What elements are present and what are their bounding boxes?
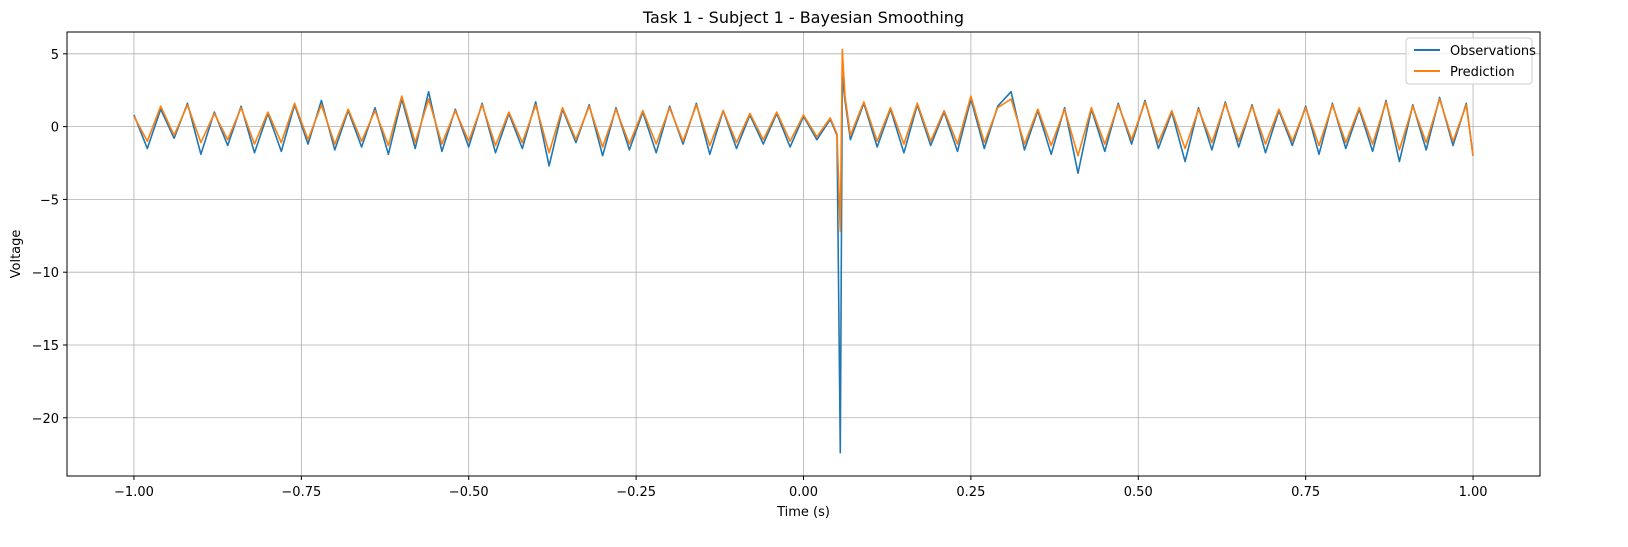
y-tick-label: −10 (32, 266, 59, 281)
x-tick-label: 0.00 (789, 485, 818, 500)
x-tick-label: −0.75 (281, 485, 321, 500)
y-tick-label: −5 (40, 193, 59, 208)
x-tick-label: 0.50 (1124, 485, 1153, 500)
x-tick-label: −0.25 (616, 485, 656, 500)
x-axis-label: Time (s) (776, 505, 830, 520)
y-tick-label: −15 (32, 339, 59, 354)
series-layer (133, 48, 1474, 454)
legend-label-prediction: Prediction (1450, 65, 1515, 80)
legend: Observations Prediction (1405, 37, 1536, 85)
x-tick-label: 0.75 (1291, 485, 1320, 500)
x-tick-label: −1.00 (114, 485, 154, 500)
y-tick-label: −20 (32, 412, 59, 427)
chart-title: Task 1 - Subject 1 - Bayesian Smoothing (642, 8, 964, 27)
legend-label-observations: Observations (1450, 44, 1536, 59)
x-tick-label: −0.50 (449, 485, 489, 500)
ticks: −1.00 −0.75 −0.50 −0.25 0.00 0.25 0.50 0.75 1.00… (32, 48, 1488, 500)
x-tick-label: 0.25 (956, 485, 985, 500)
y-tick-label: 0 (51, 121, 59, 136)
series-line-prediction (133, 48, 1474, 233)
y-tick-label: 5 (51, 48, 59, 63)
x-tick-label: 1.00 (1459, 485, 1488, 500)
y-axis-label: Voltage (9, 230, 24, 279)
